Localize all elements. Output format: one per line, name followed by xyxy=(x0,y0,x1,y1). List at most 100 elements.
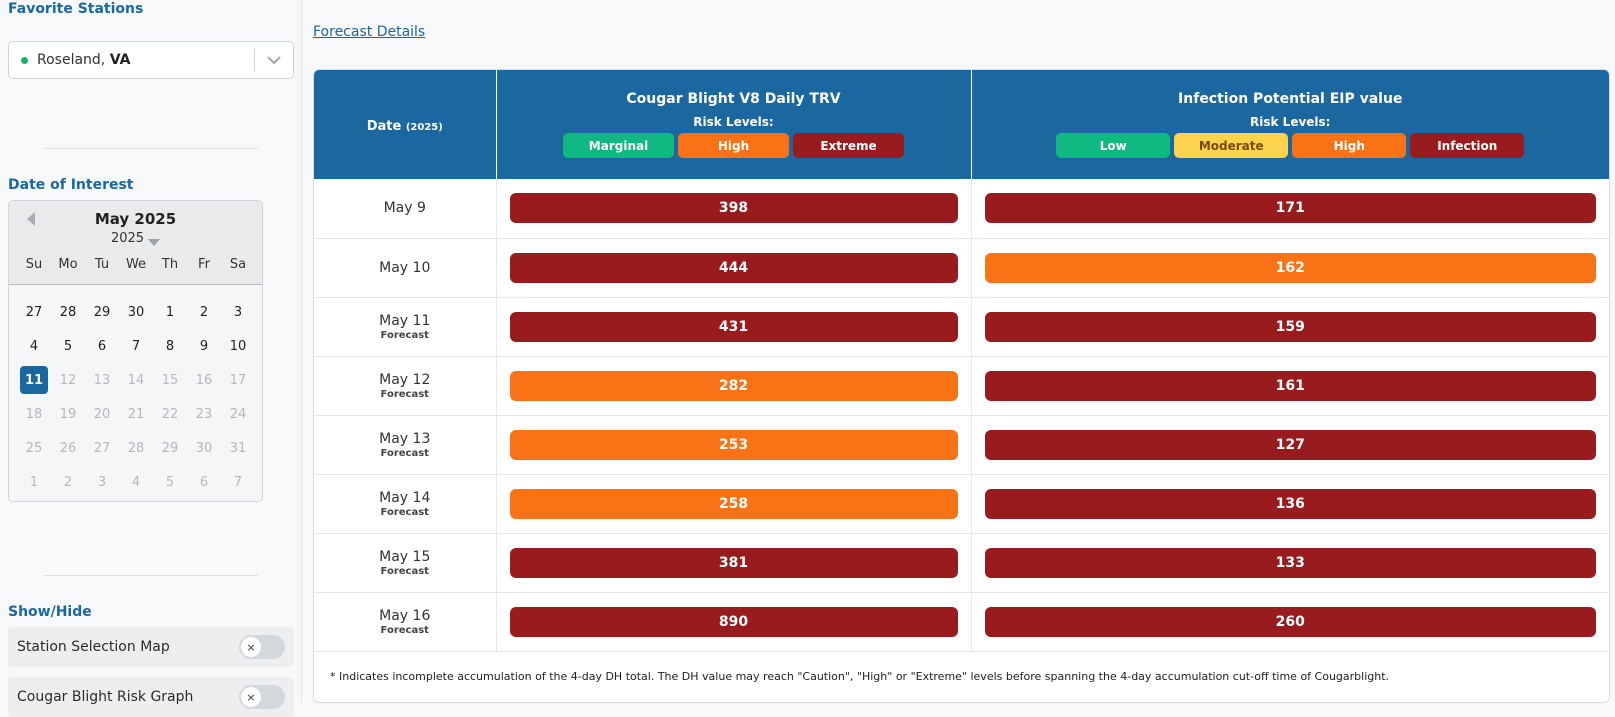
forecast-label: Forecast xyxy=(380,329,429,341)
calendar-day[interactable]: 29 xyxy=(93,304,111,320)
date-column-header: Date (2025) xyxy=(314,70,497,179)
trv-cell: 253 xyxy=(496,415,972,475)
calendar-day[interactable]: 8 xyxy=(165,338,175,354)
forecast-label: Forecast xyxy=(380,624,429,636)
calendar-day: 5 xyxy=(165,474,175,490)
toggle-row-station-map: Station Selection Map × xyxy=(8,627,294,667)
calendar-weekdays: Su Mo Tu We Th Fr Sa xyxy=(17,257,255,272)
trv-title: Cougar Blight V8 Daily TRV xyxy=(626,91,841,107)
calendar-day[interactable]: 3 xyxy=(233,304,243,320)
station-select[interactable]: Roseland, VA xyxy=(8,41,294,79)
date-cell: May 15 Forecast xyxy=(314,533,497,593)
trv-cell: 444 xyxy=(496,238,972,298)
calendar-day: 12 xyxy=(59,372,77,388)
forecast-label: Forecast xyxy=(380,388,429,400)
date-label: May 14 xyxy=(379,489,431,506)
eip-value-bar: 171 xyxy=(984,193,1596,224)
forecast-label: Forecast xyxy=(380,506,429,518)
eip-title: Infection Potential EIP value xyxy=(1178,91,1403,107)
calendar-day: 22 xyxy=(161,406,179,422)
calendar-day[interactable]: 7 xyxy=(131,338,141,354)
date-label: May 16 xyxy=(379,607,431,624)
date-cell: May 16 Forecast xyxy=(314,592,497,652)
trv-cell: 431 xyxy=(496,297,972,357)
trv-cell: 282 xyxy=(496,356,972,416)
close-icon: × xyxy=(241,687,261,707)
divider xyxy=(44,148,258,149)
eip-column-header: Infection Potential EIP value Risk Level… xyxy=(971,70,1609,179)
calendar-header: May 2025 2025 Su Mo Tu We Th Fr Sa xyxy=(9,201,262,285)
risk-graph-toggle[interactable]: × xyxy=(239,685,285,709)
risk-levels-label: Risk Levels: xyxy=(1250,115,1331,129)
eip-cell: 161 xyxy=(971,356,1609,416)
table-row: May 16 Forecast 890 260 xyxy=(314,592,1609,652)
favorite-stations-title: Favorite Stations xyxy=(8,1,144,17)
prev-month-icon[interactable] xyxy=(27,212,35,226)
eip-cell: 136 xyxy=(971,474,1609,534)
calendar-week: 11 12 13 14 15 16 17 xyxy=(17,363,255,397)
calendar-day[interactable]: 9 xyxy=(199,338,209,354)
calendar-day: 2 xyxy=(63,474,73,490)
show-hide-title: Show/Hide xyxy=(8,604,92,620)
calendar-day: 23 xyxy=(195,406,213,422)
trv-value-bar: 282 xyxy=(509,370,958,401)
calendar-day[interactable]: 5 xyxy=(63,338,73,354)
forecast-label: Forecast xyxy=(380,565,429,577)
calendar-day: 27 xyxy=(93,440,111,456)
station-select-value: Roseland, VA xyxy=(37,52,131,68)
calendar-day[interactable]: 27 xyxy=(25,304,43,320)
calendar-week: 27 28 29 30 1 2 3 xyxy=(17,295,255,329)
eip-value-bar: 162 xyxy=(984,252,1596,283)
calendar-day[interactable]: 28 xyxy=(59,304,77,320)
calendar-day: 19 xyxy=(59,406,77,422)
calendar-day: 17 xyxy=(229,372,247,388)
calendar-day[interactable]: 2 xyxy=(199,304,209,320)
calendar-year-select[interactable]: 2025 xyxy=(9,231,262,246)
weekday-label: Tu xyxy=(94,257,110,272)
date-cell: May 10 xyxy=(314,238,497,298)
trv-value-bar: 253 xyxy=(509,429,958,460)
trv-value-bar: 381 xyxy=(509,547,958,578)
forecast-details-link[interactable]: Forecast Details xyxy=(313,24,426,40)
eip-value-bar: 133 xyxy=(984,547,1596,578)
toggle-label: Cougar Blight Risk Graph xyxy=(17,689,194,705)
eip-value-bar: 260 xyxy=(984,606,1596,637)
weekday-label: Sa xyxy=(229,257,247,272)
calendar-day[interactable]: 30 xyxy=(127,304,145,320)
date-cell: May 11 Forecast xyxy=(314,297,497,357)
calendar-day: 26 xyxy=(59,440,77,456)
calendar-day[interactable]: 1 xyxy=(165,304,175,320)
calendar-day[interactable]: 4 xyxy=(29,338,39,354)
table-row: May 13 Forecast 253 127 xyxy=(314,415,1609,475)
calendar-day: 21 xyxy=(127,406,145,422)
calendar-day: 15 xyxy=(161,372,179,388)
trv-cell: 890 xyxy=(496,592,972,652)
eip-cell: 159 xyxy=(971,297,1609,357)
calendar-day: 18 xyxy=(25,406,43,422)
calendar-grid: 27 28 29 30 1 2 3 4 5 6 7 8 9 10 11 12 13 14 15 16 17 18 19 20 2… xyxy=(17,295,255,499)
station-map-toggle[interactable]: × xyxy=(239,635,285,659)
calendar-day: 16 xyxy=(195,372,213,388)
chevron-down-icon[interactable] xyxy=(255,42,293,78)
calendar-day: 20 xyxy=(93,406,111,422)
calendar-day-selected[interactable]: 11 xyxy=(17,363,51,397)
weekday-label: We xyxy=(125,257,147,272)
eip-cell: 133 xyxy=(971,533,1609,593)
calendar-day: 14 xyxy=(127,372,145,388)
date-of-interest-title: Date of Interest xyxy=(8,177,134,193)
calendar-day: 1 xyxy=(29,474,39,490)
date-label: May 11 xyxy=(379,312,431,329)
table-row: May 11 Forecast 431 159 xyxy=(314,297,1609,357)
calendar-day: 4 xyxy=(131,474,141,490)
calendar-day: 28 xyxy=(127,440,145,456)
sidebar: Favorite Stations Roseland, VA Date of I… xyxy=(0,0,302,717)
risk-chip-extreme: Extreme xyxy=(793,133,904,158)
calendar-day[interactable]: 6 xyxy=(97,338,107,354)
table-row: May 14 Forecast 258 136 xyxy=(314,474,1609,534)
risk-chip-infection: Infection xyxy=(1410,133,1525,158)
calendar-week: 1 2 3 4 5 6 7 xyxy=(17,465,255,499)
risk-chip-high: High xyxy=(678,133,789,158)
divider xyxy=(44,575,258,576)
eip-value-bar: 136 xyxy=(984,488,1596,519)
calendar-day[interactable]: 10 xyxy=(229,338,247,354)
